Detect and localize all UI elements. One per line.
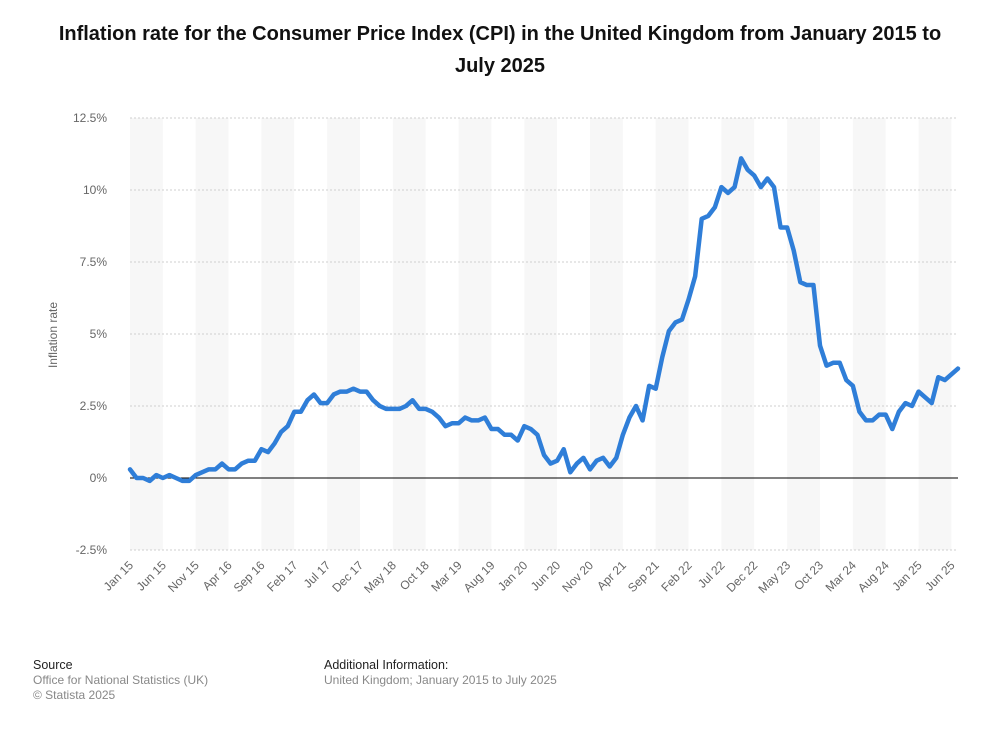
y-tick-labels: -2.5% 0% 2.5% 5% 7.5% 10% 12.5%	[73, 111, 107, 557]
x-tick-label: May 18	[361, 558, 399, 596]
x-tick-label: Nov 20	[559, 558, 596, 595]
source-text: Office for National Statistics (UK)	[33, 673, 209, 687]
x-tick-label: Jan 15	[101, 558, 137, 594]
x-tick-label: Feb 17	[264, 558, 301, 595]
x-tick-label: Jul 22	[695, 558, 728, 591]
y-tick-label: 0%	[90, 471, 108, 485]
copyright-text: © Statista 2025	[33, 688, 116, 702]
x-tick-label: Jan 25	[889, 558, 925, 594]
x-tick-label: Nov 15	[165, 558, 202, 595]
x-tick-label: Jun 20	[528, 558, 564, 594]
x-tick-label: Aug 19	[461, 558, 498, 595]
chart-title: Inflation rate for the Consumer Price In…	[58, 23, 942, 77]
x-tick-label: Jan 20	[495, 558, 531, 594]
y-tick-label: -2.5%	[76, 543, 108, 557]
x-tick-label: Dec 17	[329, 558, 366, 595]
x-tick-label: Oct 18	[397, 558, 432, 593]
y-tick-label: 5%	[90, 327, 108, 341]
background-band	[852, 118, 886, 550]
x-tick-label: Apr 21	[594, 558, 629, 593]
x-tick-label: Aug 24	[855, 558, 892, 595]
x-tick-label: Jun 15	[134, 558, 170, 594]
x-tick-label: Dec 22	[724, 558, 761, 595]
x-tick-label: May 23	[756, 558, 794, 596]
x-tick-label: Jun 25	[922, 558, 958, 594]
y-axis-label: Inflation rate	[46, 302, 60, 368]
x-tick-label: Mar 19	[428, 558, 465, 595]
background-band	[524, 118, 558, 550]
y-tick-label: 7.5%	[80, 255, 108, 269]
additional-info-heading: Additional Information:	[324, 658, 449, 672]
x-tick-label: Sep 16	[231, 558, 268, 595]
background-band	[392, 118, 426, 550]
source-block: Source Office for National Statistics (U…	[33, 658, 208, 703]
x-tick-label: Mar 24	[823, 558, 860, 595]
additional-info-text: United Kingdom; January 2015 to July 202…	[324, 673, 557, 687]
series-line	[127, 156, 961, 484]
background-band	[688, 118, 722, 550]
background-band	[228, 118, 262, 550]
x-tick-label: Feb 22	[658, 558, 695, 595]
y-tick-label: 12.5%	[73, 111, 107, 125]
additional-info-block: Additional Information: United Kingdom; …	[324, 658, 557, 688]
x-tick-label: Oct 23	[791, 558, 826, 593]
y-tick-label: 2.5%	[80, 399, 108, 413]
x-tick-label: Sep 21	[625, 558, 662, 595]
gridlines	[130, 117, 958, 551]
y-tick-label: 10%	[83, 183, 107, 197]
x-tick-label: Apr 16	[200, 558, 235, 593]
source-heading: Source	[33, 658, 73, 672]
x-tick-label: Jul 17	[301, 558, 334, 591]
